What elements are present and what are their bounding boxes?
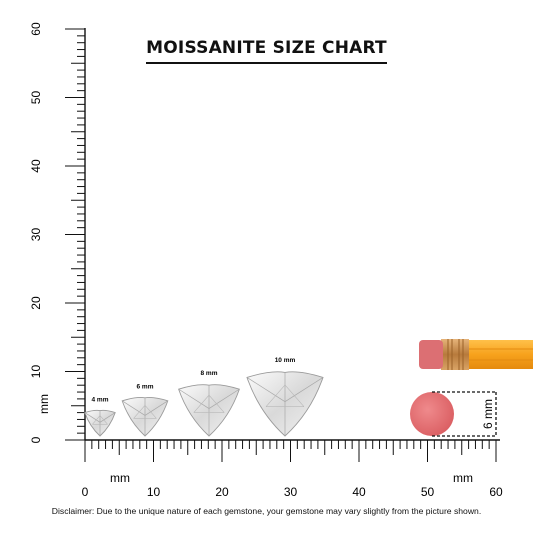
gem-size-label: 10 mm [275, 357, 296, 364]
gem-facet [144, 400, 168, 416]
vertical-tick-label: 30 [29, 228, 43, 242]
eraser-top-view: 6 mm [410, 391, 497, 437]
pencil-eraser-tip [419, 340, 443, 369]
gem-facet [84, 412, 101, 423]
pencil-icon [419, 339, 533, 370]
gem-facet [246, 377, 286, 403]
gem-size-label: 6 mm [137, 383, 154, 390]
gem-row: 4 mm 6 mm 8 mm 10 mm [84, 357, 324, 437]
gem-facet [178, 388, 210, 409]
gem-facet [284, 377, 324, 403]
gem-facet [144, 405, 157, 419]
gem-facet [208, 388, 240, 409]
gem-facet [284, 384, 305, 407]
vertical-ruler-unit: mm [37, 394, 51, 414]
vertical-ruler: 0 10 20 30 40 50 60 mm [29, 22, 86, 443]
horizontal-tick-label: 50 [421, 485, 435, 499]
horizontal-ruler-unit-right: mm [453, 471, 473, 485]
horizontal-tick-label: 60 [489, 485, 503, 499]
gem-facet [92, 415, 101, 425]
gem-10mm: 10 mm [246, 357, 324, 437]
vertical-tick-label: 40 [29, 159, 43, 173]
horizontal-tick-label: 0 [82, 485, 89, 499]
vertical-tick-label: 50 [29, 91, 43, 105]
gem-6mm: 6 mm [121, 383, 169, 437]
gem-facet [193, 394, 210, 413]
page-title: MOISSANITE SIZE CHART [146, 38, 387, 64]
eraser-circle [410, 392, 454, 436]
eraser-dimension-label: 6 mm [481, 399, 495, 429]
gem-facet [99, 415, 108, 425]
gem-4mm: 4 mm [84, 397, 116, 437]
horizontal-ruler-unit-left: mm [110, 471, 130, 485]
gem-facet [208, 394, 225, 413]
vertical-tick-label: 20 [29, 296, 43, 310]
vertical-tick-label: 0 [29, 436, 43, 443]
gem-facet [122, 400, 146, 416]
horizontal-tick-label: 40 [352, 485, 366, 499]
gem-size-label: 8 mm [201, 370, 218, 377]
gem-size-label: 4 mm [92, 397, 109, 404]
gem-facet [133, 405, 146, 419]
vertical-tick-label: 10 [29, 365, 43, 379]
disclaimer: Disclaimer: Due to the unique nature of … [51, 506, 482, 516]
gem-facet [99, 412, 116, 423]
horizontal-tick-label: 20 [215, 485, 229, 499]
title-wrap: MOISSANITE SIZE CHART [0, 38, 533, 64]
pencil-body [468, 340, 533, 369]
horizontal-tick-label: 10 [147, 485, 161, 499]
gem-facet [265, 384, 286, 407]
horizontal-ruler: 0 10 20 30 40 50 60 mm mm [82, 439, 503, 499]
gem-8mm: 8 mm [178, 370, 240, 437]
horizontal-tick-label: 30 [284, 485, 298, 499]
vertical-tick-label: 60 [29, 22, 43, 36]
pencil-ferrule [441, 339, 469, 370]
